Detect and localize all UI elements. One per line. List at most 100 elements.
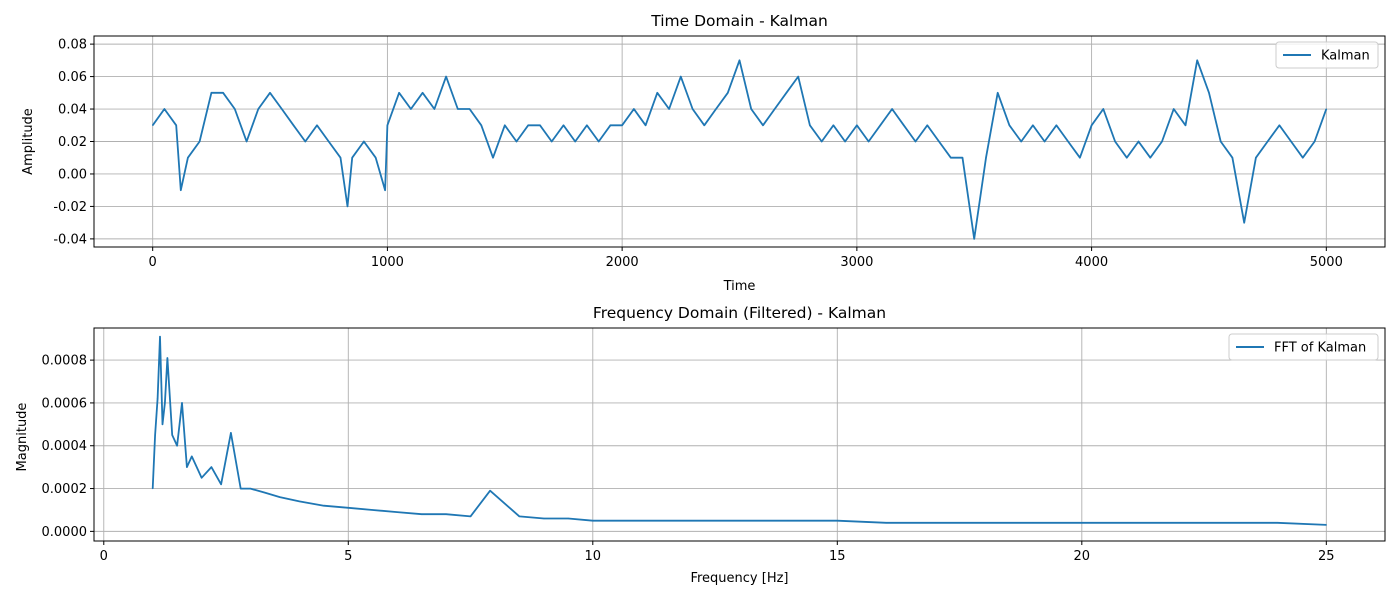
time-domain-data-point xyxy=(821,140,823,143)
time-domain-data-point xyxy=(386,124,389,126)
time-domain-y-tick-label: -0.04 xyxy=(53,232,87,247)
time-domain-data-point xyxy=(856,124,858,126)
time-domain-data-point xyxy=(1079,157,1081,159)
frequency-domain-x-tick-label: 25 xyxy=(1318,549,1335,564)
time-domain-data-point xyxy=(656,92,658,94)
frequency-domain-data-point xyxy=(396,511,398,513)
time-domain-data-point xyxy=(1184,124,1187,126)
time-domain-data-point xyxy=(480,124,482,126)
frequency-domain-data-point xyxy=(181,402,183,404)
time-domain-data-point xyxy=(985,157,987,159)
frequency-domain-data-point xyxy=(469,515,472,517)
time-domain-data-point xyxy=(1020,140,1022,143)
frequency-domain-data-point xyxy=(176,445,178,447)
time-domain-data-point xyxy=(997,92,999,94)
time-domain-data-point xyxy=(468,108,471,110)
time-domain-x-ticks: 0 1000 2000 3000 4000 5000 xyxy=(149,247,1343,270)
frequency-domain-legend: FFT of Kalman xyxy=(1228,333,1379,361)
frequency-domain-data-point xyxy=(1227,522,1230,524)
time-domain-y-tick-label: 0.08 xyxy=(58,38,87,53)
frequency-domain-data-point xyxy=(592,520,594,522)
time-domain-data-point xyxy=(609,124,612,126)
time-domain-y-tick-label: 0.04 xyxy=(58,103,87,118)
time-domain-x-tick-label: 4000 xyxy=(1075,255,1108,270)
time-domain-legend: Kalman xyxy=(1275,41,1379,69)
frequency-domain-data-point xyxy=(983,522,985,524)
time-domain-series-layer xyxy=(151,59,1328,240)
frequency-domain-y-tick-label: 0.0002 xyxy=(42,482,88,497)
time-domain-data-point xyxy=(292,124,295,126)
time-domain-data-point xyxy=(492,157,494,159)
time-domain-data-point xyxy=(715,108,717,110)
time-domain-data-point xyxy=(363,140,365,143)
frequency-domain-data-point xyxy=(186,466,188,468)
time-domain-data-point xyxy=(1044,140,1046,143)
time-domain-data-point xyxy=(633,108,635,110)
time-domain-data-point xyxy=(152,124,154,126)
time-domain-data-point xyxy=(1208,92,1210,94)
time-domain-data-point xyxy=(527,124,529,126)
time-domain-data-point xyxy=(1102,108,1104,110)
frequency-domain-data-point xyxy=(641,520,643,522)
time-domain-data-point xyxy=(950,157,952,159)
time-domain-data-point xyxy=(316,124,318,126)
time-domain-data-point xyxy=(879,124,881,126)
time-domain-data-point xyxy=(245,140,248,143)
time-domain-data-point xyxy=(844,140,846,143)
time-domain-data-point xyxy=(222,92,224,94)
time-domain-title: Time Domain - Kalman xyxy=(650,12,828,30)
frequency-domain-data-point xyxy=(1179,522,1181,524)
frequency-domain-title: Frequency Domain (Filtered) - Kalman xyxy=(593,304,886,322)
frequency-domain-legend-box xyxy=(1228,333,1379,361)
time-domain-data-point xyxy=(645,124,647,126)
frequency-domain-data-point xyxy=(1032,522,1034,524)
time-domain-data-point xyxy=(504,124,506,126)
frequency-domain-plot: 0 5 10 15 20 25 0.00000.00020.00040.00060.000… xyxy=(15,304,1386,586)
time-domain-data-point xyxy=(973,238,975,240)
time-domain-data-point xyxy=(375,157,377,159)
frequency-domain-x-tick-label: 15 xyxy=(829,549,846,564)
time-domain-data-point xyxy=(187,157,189,159)
frequency-domain-data-point xyxy=(836,520,838,522)
frequency-domain-data-point xyxy=(567,517,569,520)
time-domain-gridlines xyxy=(94,36,1385,247)
time-domain-data-point xyxy=(691,108,694,110)
time-domain-data-point xyxy=(903,124,905,126)
time-domain-data-point xyxy=(832,124,834,126)
time-domain-data-point xyxy=(1067,140,1069,143)
frequency-domain-series-layer xyxy=(151,335,1327,526)
time-domain-y-ticks: -0.04 -0.02 0.00 0.02 0.04 0.06 0.08 xyxy=(53,38,94,247)
time-domain-y-tick-label: 0.02 xyxy=(58,135,87,150)
time-domain-data-point xyxy=(281,108,283,110)
time-domain-y-label: Amplitude xyxy=(21,108,36,175)
time-domain-data-point xyxy=(1149,157,1151,159)
frequency-domain-x-tick-label: 0 xyxy=(100,549,108,564)
time-domain-data-point xyxy=(680,75,682,78)
time-domain-data-point xyxy=(1243,222,1245,224)
time-domain-x-tick-label: 3000 xyxy=(840,255,873,270)
frequency-domain-data-point xyxy=(1276,522,1279,524)
time-domain-data-point xyxy=(328,140,330,143)
frequency-domain-data-point xyxy=(518,515,521,517)
frequency-domain-data-point xyxy=(249,487,252,490)
frequency-domain-data-point xyxy=(787,520,790,522)
time-domain-data-point xyxy=(1255,157,1257,159)
frequency-domain-x-tick-label: 20 xyxy=(1074,549,1091,564)
time-domain-data-point xyxy=(586,124,588,126)
frequency-domain-data-point xyxy=(279,496,281,498)
time-domain-data-point xyxy=(175,124,177,126)
time-domain-data-point xyxy=(1032,124,1034,126)
time-domain-data-point xyxy=(703,124,705,126)
frequency-domain-data-point xyxy=(166,357,168,359)
time-domain-data-point xyxy=(1278,124,1280,126)
time-domain-data-point xyxy=(1008,124,1011,126)
time-domain-data-point xyxy=(1220,140,1222,143)
frequency-domain-x-tick-label: 10 xyxy=(585,549,602,564)
time-domain-data-point xyxy=(199,140,201,143)
time-domain-data-point xyxy=(1090,124,1093,126)
time-domain-data-point xyxy=(269,92,271,94)
frequency-domain-data-point xyxy=(210,466,212,468)
time-domain-data-point xyxy=(339,157,342,159)
time-domain-data-point xyxy=(668,108,670,110)
frequency-domain-data-point xyxy=(164,402,166,404)
